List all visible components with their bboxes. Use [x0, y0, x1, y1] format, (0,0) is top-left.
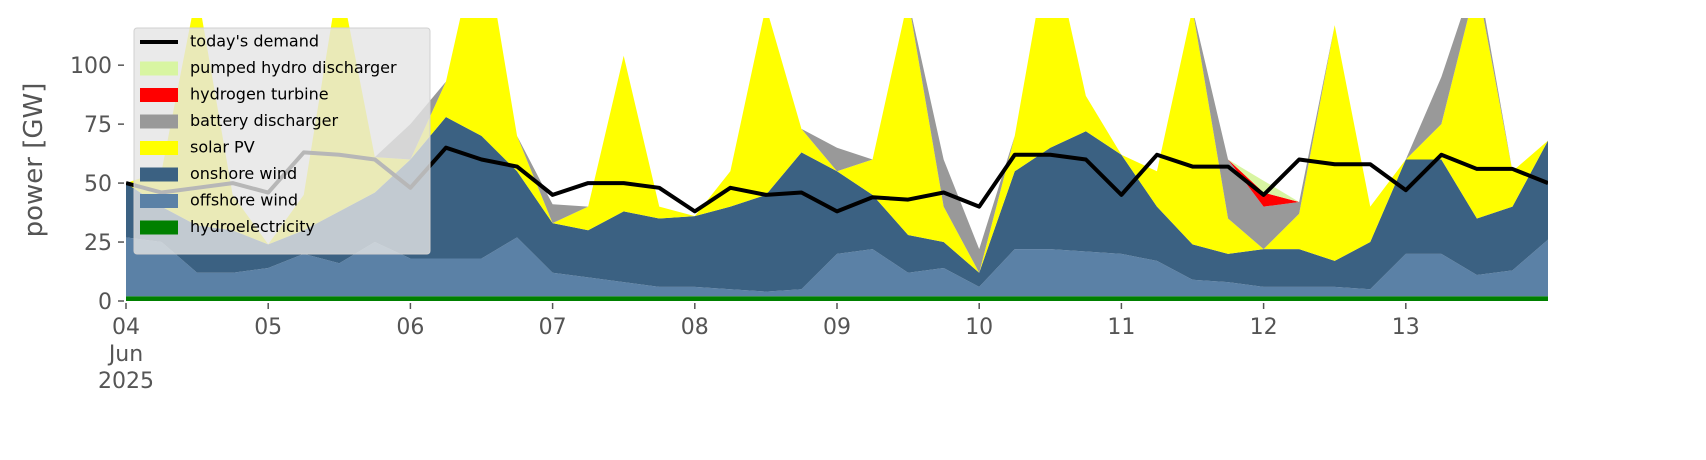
legend-label: pumped hydro discharger [190, 58, 397, 77]
x-tick-label: 06 [396, 315, 425, 340]
axes: 0 25 50 75 100 [70, 54, 1407, 315]
legend-label: solar PV [190, 138, 255, 157]
y-tick-label: 50 [84, 172, 112, 197]
legend-swatch [140, 220, 178, 235]
area [126, 18, 1548, 273]
legend: today's demand pumped hydro discharger hyd… [133, 27, 431, 255]
legend-swatch [140, 114, 178, 129]
x-tick-label: 04 Jun 2025 [98, 315, 154, 394]
x-tick-label: 11 [1107, 315, 1136, 340]
legend-box [133, 27, 431, 255]
x-tick-label: 08 [680, 315, 709, 340]
legend-label: battery discharger [190, 111, 338, 130]
x-tick-label: 13 [1391, 315, 1420, 340]
area [126, 296, 1548, 301]
legend-label: offshore wind [190, 191, 298, 210]
legend-swatch [140, 88, 178, 102]
legend-swatch [140, 61, 178, 76]
y-axis-label: power [GW] [19, 83, 49, 238]
y-tick-label: 75 [84, 113, 112, 138]
x-tick-label: 09 [823, 315, 851, 340]
legend-swatch [140, 167, 178, 182]
x-tick-label: 07 [538, 315, 567, 340]
x-tick-label: 05 [254, 315, 283, 340]
x-tick-label: 10 [965, 315, 994, 340]
y-tick-label: 25 [84, 231, 112, 256]
y-tick-label: 0 [98, 290, 112, 315]
legend-label: hydrogen turbine [190, 85, 329, 104]
area [126, 237, 1548, 297]
legend-swatch [140, 194, 178, 208]
y-tick-label: 100 [70, 54, 112, 79]
x-tick-label: 12 [1249, 315, 1278, 340]
legend-swatch [140, 141, 178, 155]
legend-label: onshore wind [190, 164, 297, 183]
legend-label: hydroelectricity [190, 217, 315, 236]
legend-label: today's demand [190, 32, 319, 51]
